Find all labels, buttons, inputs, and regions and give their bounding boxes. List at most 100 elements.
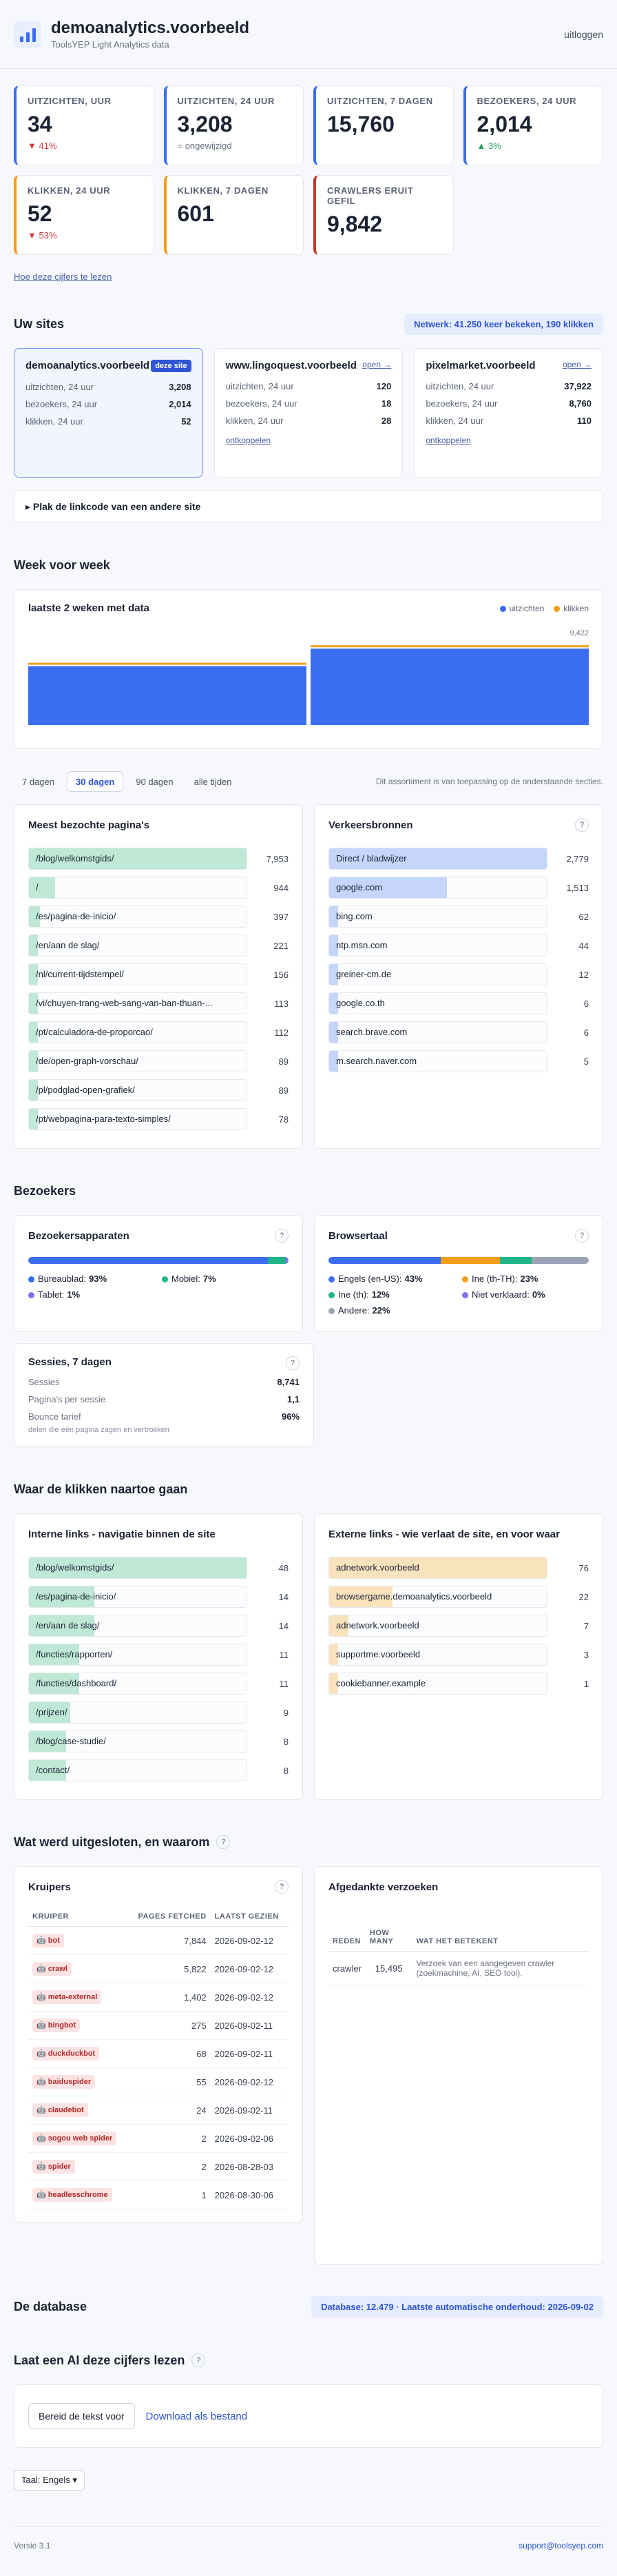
help-icon[interactable]: ? (286, 1356, 300, 1370)
database-title: De database (14, 2299, 87, 2313)
table-row: 🤖 crawl 5,822 2026-09-02-12 (28, 1954, 289, 1983)
list-item-label: /vi/chuyen-trang-web-sang-van-ban-thuan-… (36, 998, 213, 1008)
list-item[interactable]: /pl/podglad-open-grafiek/89 (28, 1078, 289, 1103)
kpi-help-link[interactable]: Hoe deze cijfers te lezen (14, 272, 112, 282)
list-item[interactable]: /functies/rapporten/11 (28, 1642, 289, 1667)
list-item-count: 14 (278, 1591, 289, 1602)
list-item[interactable]: /es/pagina-de-inicio/14 (28, 1584, 289, 1609)
list-item[interactable]: /contact/8 (28, 1758, 289, 1783)
list-item[interactable]: /pt/webpagina-para-texto-simples/78 (28, 1107, 289, 1132)
top-lists: Meest bezochte pagina's /blog/welkomstgi… (14, 804, 603, 1149)
list-item-count: 5 (583, 1056, 589, 1067)
list-item-label: /es/pagina-de-inicio/ (36, 1591, 116, 1602)
excluded-tables: Kruipers? KRUIPER PAGES FETCHED LAATST GEZ… (14, 1866, 603, 2265)
bounce-hint: delen die één pagina zagen en vertrokken (28, 1426, 169, 1434)
legend-item: Ine (th): 12% (328, 1289, 455, 1300)
range-tab[interactable]: 90 dagen (136, 776, 174, 787)
list-item[interactable]: /en/aan de slag/221 (28, 933, 289, 958)
list-item[interactable]: /nl/current-tijdstempel/156 (28, 962, 289, 987)
kpi-card: Uitzichten, 7 dagen 15,760 (313, 85, 454, 165)
list-item[interactable]: browsergame.demoanalytics.voorbeeld 22 (328, 1584, 589, 1609)
help-icon[interactable]: ? (575, 818, 589, 832)
list-item[interactable]: google.com 1,513 (328, 875, 589, 900)
open-site-link[interactable]: open → (362, 360, 392, 369)
kpi-delta: ▼ 53% (28, 230, 57, 241)
list-item[interactable]: /functies/dashboard/11 (28, 1671, 289, 1696)
sites-title: Uw sites (14, 316, 65, 331)
language-select[interactable]: Taal: Engels ▾ (14, 2470, 85, 2491)
database-header: De database Database: 12.479 · Laatste a… (14, 2295, 603, 2318)
list-item[interactable]: ntp.msn.com 44 (328, 933, 589, 958)
list-item[interactable]: adnetwork.voorbeeld 76 (328, 1555, 589, 1580)
range-tab[interactable]: alle tijden (194, 776, 232, 787)
support-email-link[interactable]: support@toolsyep.com (519, 2541, 603, 2551)
list-item[interactable]: /blog/welkomstgids/7,953 (28, 846, 289, 871)
list-item[interactable]: cookiebanner.example 1 (328, 1671, 589, 1696)
kpi-delta: ▲ 3% (477, 141, 501, 151)
prepare-text-button[interactable]: Bereid de tekst voor (28, 2403, 135, 2429)
list-item-label: google.co.th (336, 998, 385, 1008)
list-item[interactable]: /en/aan de slag/14 (28, 1613, 289, 1638)
legend-item: Niet verklaard: 0% (462, 1289, 589, 1300)
week-chart: laatste 2 weken met data uitzichten klik… (14, 589, 603, 749)
range-tab[interactable]: 30 dagen (67, 771, 124, 792)
list-item[interactable]: google.co.th 6 (328, 991, 589, 1016)
list-item[interactable]: greiner-cm.de 12 (328, 962, 589, 987)
paste-code-toggle[interactable]: ▸ Plak de linkcode van een andere site (14, 490, 603, 523)
list-item[interactable]: /pt/calculadora-de-proporcao/112 (28, 1020, 289, 1045)
list-item[interactable]: bing.com 62 (328, 904, 589, 929)
legend-item: Engels (en-US): 43% (328, 1274, 455, 1284)
list-item[interactable]: search.brave.com 6 (328, 1020, 589, 1045)
help-icon[interactable]: ? (275, 1880, 289, 1894)
list-item[interactable]: m.search.naver.com 5 (328, 1049, 589, 1074)
list-item-count: 44 (578, 940, 589, 951)
external-links-list: adnetwork.voorbeeld 76 browsergame.demoana… (328, 1555, 589, 1696)
list-item-count: 6 (583, 998, 589, 1009)
sources-panel: Verkeersbronnen? Direct / bladwijzer 2,77… (314, 804, 603, 1149)
help-icon[interactable]: ? (275, 1229, 289, 1243)
list-item-label: /pt/calculadora-de-proporcao/ (36, 1027, 153, 1037)
help-icon[interactable]: ? (191, 2353, 206, 2367)
help-icon[interactable]: ? (575, 1229, 589, 1243)
open-site-link[interactable]: open → (562, 360, 592, 369)
list-item[interactable]: /vi/chuyen-trang-web-sang-van-ban-thuan-… (28, 991, 289, 1016)
column-header: PAGES FETCHED (127, 1907, 211, 1927)
column-header: LAATST GEZIEN (210, 1907, 289, 1927)
list-item[interactable]: /prijzen/9 (28, 1700, 289, 1725)
rejected-table: REDEN HOW MANY WAT HET BETEKENT crawler 15,4… (328, 1923, 589, 1985)
list-item[interactable]: / 944 (28, 875, 289, 900)
range-tab[interactable]: 7 dagen (22, 776, 54, 787)
site-card[interactable]: demoanalytics.voorbeeld deze site uitzicht… (14, 348, 203, 478)
kpi-value: 34 (28, 112, 52, 136)
bar-uitzichten (311, 648, 589, 725)
list-item[interactable]: supportme.voorbeeld 3 (328, 1642, 589, 1667)
help-icon[interactable]: ? (216, 1835, 231, 1849)
crawler-tag: 🤖 duckduckbot (32, 2047, 100, 2061)
site-title: demoanalytics.voorbeeld (51, 19, 250, 37)
list-item-label: /prijzen/ (36, 1707, 67, 1717)
list-item-label: /de/open-graph-vorschau/ (36, 1056, 138, 1066)
ai-panel: Bereid de tekst voor Download als bestan… (14, 2384, 603, 2448)
site-stat-row: klikken, 24 uur 110 (426, 416, 592, 426)
list-item-label: search.brave.com (336, 1027, 408, 1037)
list-item[interactable]: /de/open-graph-vorschau/89 (28, 1049, 289, 1074)
list-item-count: 22 (578, 1591, 589, 1602)
download-file-link[interactable]: Download als bestand (145, 2410, 248, 2422)
click-lists: Interne links - navigatie binnen de site… (14, 1513, 603, 1800)
list-item[interactable]: /blog/case-studie/8 (28, 1729, 289, 1754)
list-item[interactable]: adnetwork.voorbeeld 7 (328, 1613, 589, 1638)
kpi-value: 15,760 (327, 112, 395, 136)
top-pages-panel: Meest bezochte pagina's /blog/welkomstgi… (14, 804, 303, 1149)
list-item[interactable]: Direct / bladwijzer 2,779 (328, 846, 589, 871)
unlink-site-link[interactable]: ontkoppelen (426, 436, 471, 445)
list-item[interactable]: /es/pagina-de-inicio/397 (28, 904, 289, 929)
site-card[interactable]: pixelmarket.voorbeeld open → uitzichten, 2… (414, 348, 603, 478)
site-card[interactable]: www.lingoquest.voorbeeld open → uitzichten… (213, 348, 404, 478)
logout-link[interactable]: uitloggen (564, 28, 603, 40)
crawlers-panel: Kruipers? KRUIPER PAGES FETCHED LAATST GEZ… (14, 1866, 303, 2222)
list-item-count: 14 (278, 1620, 289, 1631)
week-title: Week voor week (14, 558, 110, 572)
unlink-site-link[interactable]: ontkoppelen (225, 436, 271, 445)
list-item[interactable]: /blog/welkomstgids/48 (28, 1555, 289, 1580)
